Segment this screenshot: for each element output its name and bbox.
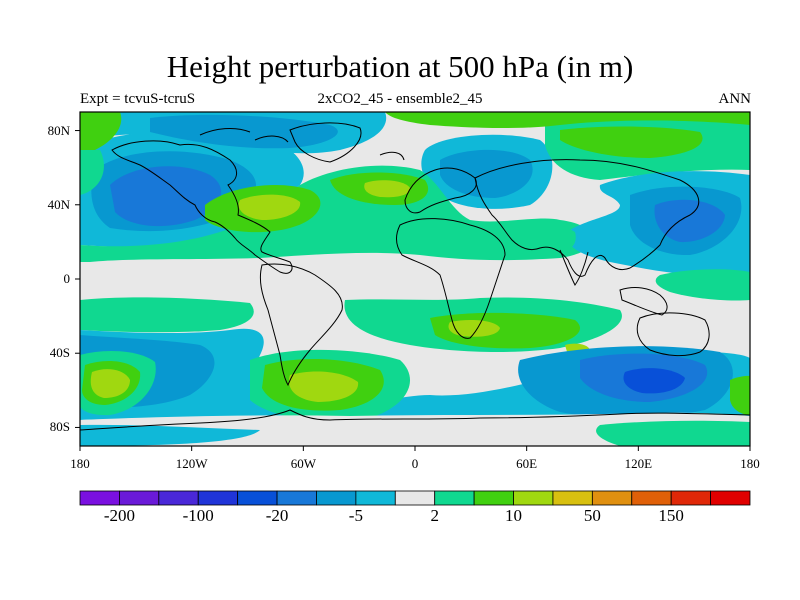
contour-north-band-teal [80, 165, 594, 262]
colorbar-swatch [631, 490, 672, 506]
lat-label: 80S [49, 419, 70, 435]
colorbar-label: -5 [348, 506, 363, 525]
coast-europe [404, 167, 477, 214]
contour-northwest-pacific-blue3 [654, 199, 725, 243]
colorbar-swatch [237, 490, 278, 506]
ensemble-label: 2xCO2_45 - ensemble2_45 [317, 91, 483, 107]
lon-label: 180 [740, 456, 760, 471]
lon-label: 0 [411, 456, 419, 471]
colorbar-label: -100 [182, 506, 214, 525]
colorbar-label: -200 [103, 506, 135, 525]
colorbar-label: 150 [658, 506, 684, 525]
season-label: ANN [718, 91, 752, 107]
contour-south-pacific-yellow [90, 369, 130, 398]
contour-south-africa-yellow [448, 320, 500, 337]
colorbar-label: 2 [430, 506, 439, 525]
contour-east-pacific-edge-teal [735, 140, 750, 170]
lon-label: 180 [70, 456, 90, 471]
colorbar-swatch [394, 490, 436, 506]
coast-asia [474, 159, 700, 277]
contour-south-pacific-teal [80, 297, 254, 333]
contour-south-atlantic-yellow [288, 371, 359, 402]
contour-arctic-blue2 [150, 114, 338, 149]
colorbar-swatch [591, 490, 633, 506]
latitude-ticks [75, 130, 80, 428]
colorbar-label: -20 [265, 506, 289, 525]
contour-north-band-yellow [238, 194, 301, 220]
longitude-ticks [79, 446, 751, 451]
contour-antarctic-green [596, 420, 750, 446]
colorbar-swatch [434, 490, 475, 506]
coast-north-america [111, 140, 293, 274]
contour-eurasia-blue2 [440, 149, 533, 198]
lon-label: 60E [516, 456, 538, 471]
contour-pacific-north-blue3 [110, 166, 222, 227]
coast-southeast-asia [619, 287, 668, 316]
experiment-label: Expt = tcvuS-tcruS [80, 91, 196, 107]
colorbar-swatch [316, 490, 357, 506]
contour-arctic-siberia-green [385, 112, 750, 129]
colorbar-swatch [710, 490, 751, 506]
colorbar-swatch [513, 490, 554, 506]
lat-label: 40S [49, 345, 70, 361]
coast-south-america [259, 263, 343, 387]
contour-map [80, 112, 750, 446]
contour-north-band-yellow2 [364, 180, 410, 198]
colorbar-label: 10 [505, 506, 523, 525]
colorbar-swatch [473, 490, 514, 506]
lon-label: 60W [290, 456, 316, 471]
colorbar [79, 490, 751, 506]
contour-arctic-north-green [80, 112, 122, 150]
lon-label: 120E [624, 456, 653, 471]
coast-greenland [289, 122, 362, 163]
coast-india [559, 249, 589, 286]
colorbar-swatch [119, 490, 160, 506]
contour-south-east-edge-green [730, 375, 750, 415]
colorbar-swatch [158, 490, 199, 506]
lat-label: 80N [47, 122, 70, 138]
colorbar-swatch [276, 490, 317, 506]
contour-eastern-green2 [560, 126, 703, 158]
contour-tropical-pacific-teal [655, 269, 750, 301]
lat-label: 0 [63, 271, 71, 286]
contour-antarctic-blue [80, 424, 260, 446]
colorbar-swatch [670, 490, 711, 506]
coastlines [80, 122, 750, 431]
colorbar-swatch [355, 490, 396, 506]
colorbar-swatch [552, 490, 593, 506]
colorbar-label: 50 [583, 506, 601, 525]
contour-arctic-north-teal [80, 150, 104, 195]
colorbar-swatch [79, 490, 120, 506]
lat-label: 40N [47, 196, 70, 212]
colorbar-swatch [197, 490, 239, 506]
coast-australia [636, 312, 710, 357]
contour-south-indian-blue3 [623, 368, 685, 394]
contour-antarctic-neutral [80, 412, 750, 446]
coast-africa [396, 218, 506, 339]
coast-antarctica [80, 409, 750, 431]
plot-title: Height perturbation at 500 hPa (in m) [166, 49, 634, 84]
coast-arctic-islands [199, 127, 405, 161]
lon-label: 120W [175, 456, 208, 471]
